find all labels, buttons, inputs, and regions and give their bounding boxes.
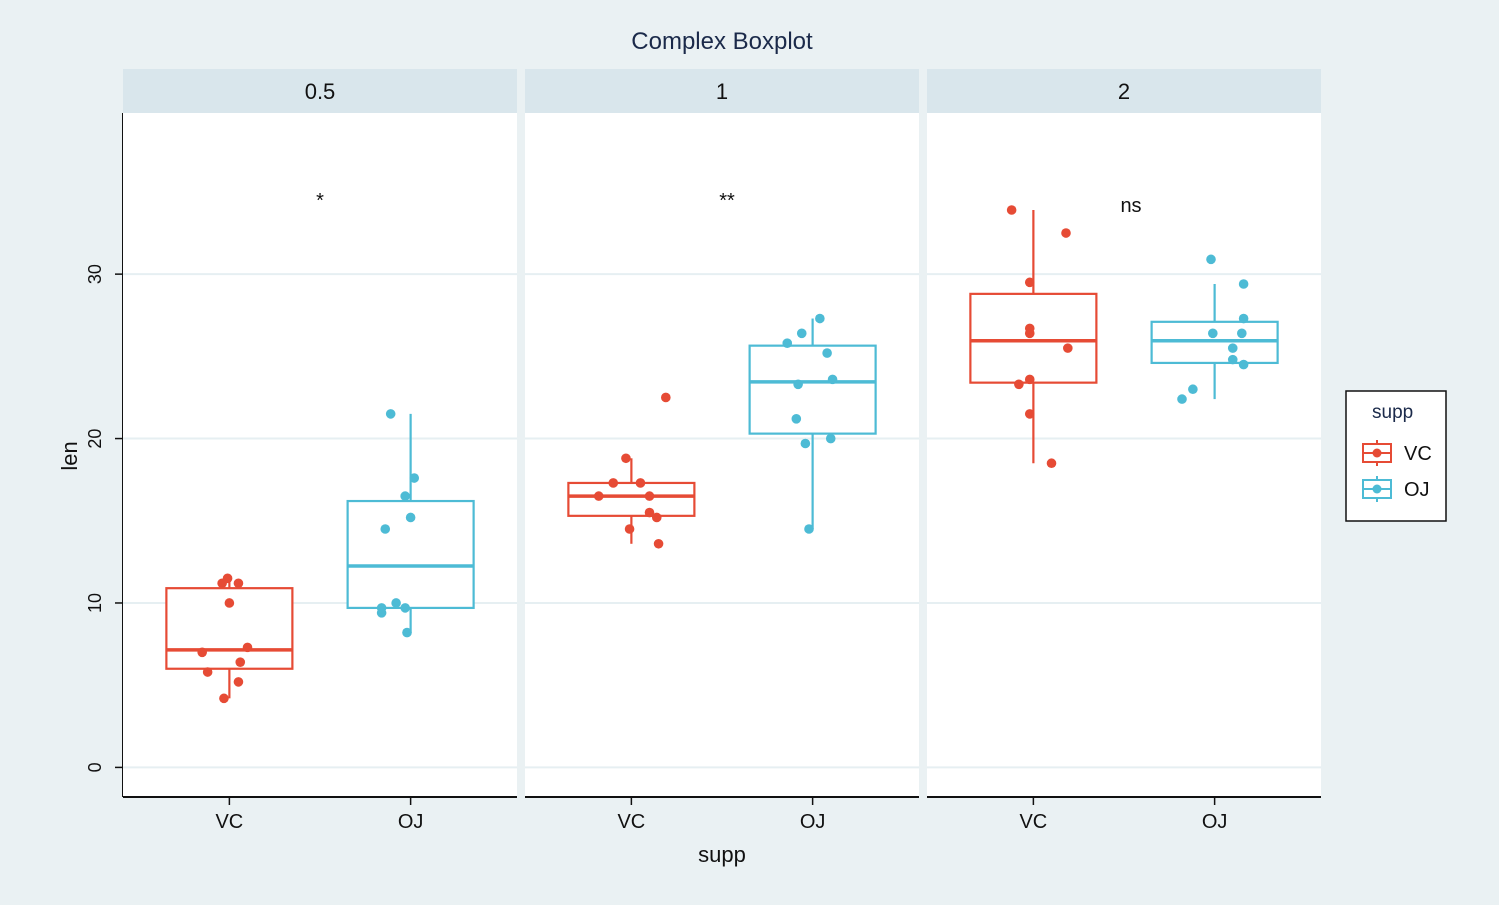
data-point	[1237, 328, 1247, 339]
box-body	[748, 344, 877, 435]
data-point	[791, 414, 802, 424]
data-point	[815, 313, 825, 324]
legend-entry-label: OJ	[1404, 479, 1430, 501]
legend-key-point	[1372, 484, 1382, 494]
plot-layer: 0 10 20 30 0.5 VC OJ * 1 VC OJ ** 2 VC OJ ns	[85, 69, 1321, 833]
data-point	[1014, 379, 1024, 390]
data-point	[1206, 254, 1216, 265]
legend-title: supp	[1372, 402, 1413, 423]
y-axis-label: len	[57, 441, 82, 470]
x-tick-label: VC	[215, 811, 243, 833]
panel-background	[123, 113, 517, 797]
data-point	[1024, 277, 1035, 288]
x-axis-label: supp	[698, 842, 746, 867]
box-body	[969, 292, 1098, 384]
data-point	[1238, 279, 1249, 289]
data-point	[653, 538, 664, 549]
data-point	[1227, 343, 1238, 353]
data-point	[219, 693, 229, 704]
data-point	[796, 328, 807, 339]
data-point	[661, 392, 671, 403]
legend-key-point	[1372, 448, 1382, 458]
data-point	[793, 379, 803, 390]
y-tick-label: 20	[85, 429, 105, 449]
data-point	[1227, 354, 1238, 365]
facet-panel: 2 VC OJ ns	[927, 69, 1321, 833]
panel-background	[927, 113, 1321, 797]
data-point	[624, 524, 635, 534]
data-point	[593, 491, 604, 501]
data-point	[233, 677, 244, 687]
data-point	[405, 512, 416, 523]
data-point	[644, 491, 655, 501]
data-point	[822, 348, 832, 358]
x-tick-label: OJ	[800, 811, 826, 833]
facet-strip	[123, 69, 517, 113]
data-point	[385, 409, 396, 419]
data-point	[1024, 409, 1035, 419]
data-point	[1061, 228, 1071, 238]
data-point	[391, 598, 401, 608]
data-point	[409, 473, 420, 483]
facet-panel: 0.5 VC OJ *	[123, 69, 517, 833]
data-point	[1177, 394, 1187, 404]
data-point	[380, 524, 391, 534]
data-point	[400, 603, 410, 613]
x-tick-label: VC	[617, 811, 645, 833]
facet-strip-label: 0.5	[305, 79, 336, 104]
box-body	[165, 587, 294, 670]
chart-title: Complex Boxplot	[631, 28, 813, 55]
facet-strip-label: 1	[716, 79, 728, 104]
data-point	[1006, 205, 1017, 215]
legend: supp VC OJ	[1345, 390, 1447, 522]
y-tick-label: 0	[85, 762, 105, 772]
data-point	[1208, 328, 1218, 339]
data-point	[402, 627, 412, 638]
data-point	[1188, 384, 1198, 395]
data-point	[1238, 359, 1249, 370]
x-tick-label: OJ	[1202, 811, 1228, 833]
data-point	[1238, 313, 1249, 324]
data-point	[202, 667, 213, 677]
significance-label: ns	[1120, 195, 1141, 217]
data-point	[825, 433, 836, 444]
data-point	[217, 578, 227, 589]
data-point	[1046, 458, 1057, 469]
data-point	[644, 507, 655, 518]
panel-background	[525, 113, 919, 797]
data-point	[224, 598, 235, 608]
data-point	[651, 512, 662, 523]
facet-strip	[927, 69, 1321, 113]
data-point	[400, 491, 410, 501]
y-tick-label: 10	[85, 593, 105, 613]
data-point	[1063, 343, 1073, 353]
data-point	[242, 642, 253, 653]
facet-strip-label: 2	[1118, 79, 1130, 104]
data-point	[635, 478, 646, 488]
y-tick-label: 30	[85, 264, 105, 284]
data-point	[233, 578, 244, 589]
x-tick-label: OJ	[398, 811, 424, 833]
data-point	[782, 338, 793, 348]
facet-strip	[525, 69, 919, 113]
data-point	[621, 453, 631, 464]
data-point	[827, 374, 838, 385]
data-point	[197, 647, 207, 658]
legend-entry-label: VC	[1404, 443, 1432, 465]
box-body	[567, 481, 696, 517]
facet-panel: 1 VC OJ **	[525, 69, 919, 833]
data-point	[608, 478, 619, 488]
x-tick-label: VC	[1019, 811, 1047, 833]
data-point	[804, 524, 814, 534]
data-point	[1024, 374, 1035, 385]
data-point	[1024, 323, 1035, 334]
data-point	[376, 608, 387, 618]
significance-label: *	[316, 190, 324, 212]
data-point	[235, 657, 246, 667]
data-point	[800, 438, 811, 449]
significance-label: **	[719, 190, 735, 212]
